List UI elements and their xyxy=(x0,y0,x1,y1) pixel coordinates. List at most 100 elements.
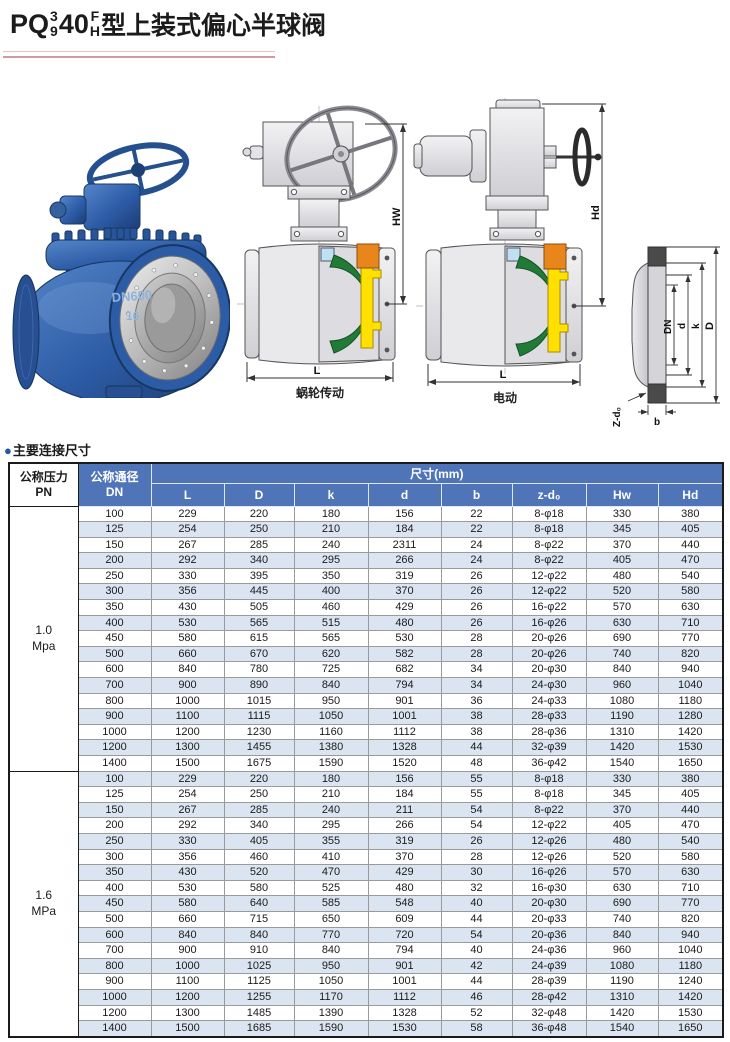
worm-handwheel xyxy=(284,105,398,203)
dim-cell: 52 xyxy=(440,1004,513,1022)
dim-cell: 1540 xyxy=(585,1020,659,1038)
dim-cell: 470 xyxy=(293,864,369,881)
dim-cell: 26 xyxy=(440,832,513,850)
dim-cell: 370 xyxy=(367,848,442,866)
table-row: 800 1000 1025 950 901 42 24-φ39 1080 1180 xyxy=(9,957,724,975)
title-stack-39: 3 9 xyxy=(50,8,58,39)
dim-cell: 480 xyxy=(585,832,659,850)
dim-cell: 266 xyxy=(367,552,442,569)
flange-body xyxy=(631,246,667,404)
dim-cell: 267 xyxy=(150,801,225,819)
dn-cell: 700 xyxy=(77,942,152,959)
dim-cell: 630 xyxy=(585,614,659,632)
dim-cell: 1328 xyxy=(367,1004,442,1022)
dim-cell: 1015 xyxy=(223,692,295,710)
worm-gland-orange xyxy=(356,243,380,269)
header-col-d: d xyxy=(367,482,442,507)
dn-cell: 150 xyxy=(77,536,152,554)
dim-cell: 405 xyxy=(585,552,659,569)
dim-cell: 940 xyxy=(657,661,724,679)
dim-cell: 950 xyxy=(293,692,369,710)
dim-cell: 1000 xyxy=(150,692,225,710)
table-row: 1200 1300 1485 1390 1328 52 32-φ48 1420 1530 xyxy=(9,1004,724,1022)
header-col-D: D xyxy=(223,482,295,507)
dim-cell: 580 xyxy=(657,848,724,866)
dim-cell: 1025 xyxy=(223,957,295,975)
dn-cell: 800 xyxy=(77,692,152,710)
dn-cell: 250 xyxy=(77,832,152,850)
electric-drive-drawing: Hd L 电动 xyxy=(413,98,606,405)
dim-cell: 840 xyxy=(150,926,225,944)
dim-cell: 285 xyxy=(223,801,295,819)
table-row: 350 430 520 470 429 30 16-φ26 570 630 xyxy=(9,864,724,881)
dim-cell: 36 xyxy=(440,692,513,710)
dim-cell: 24 xyxy=(440,552,513,569)
dim-cell: 210 xyxy=(293,521,369,538)
dn-cell: 100 xyxy=(77,770,152,788)
dim-cell: 520 xyxy=(585,583,659,601)
table-row: 600 840 780 725 682 34 20-φ30 840 940 xyxy=(9,661,724,679)
dim-cell: 1300 xyxy=(150,739,225,756)
dim-cell: 565 xyxy=(223,614,295,632)
dim-cell: 1500 xyxy=(150,1020,225,1038)
dim-cell: 840 xyxy=(293,942,369,959)
dim-cell: 1112 xyxy=(367,988,442,1006)
dim-cell: 345 xyxy=(585,521,659,538)
dim-cell: 28 xyxy=(440,848,513,866)
table-row: 350 430 505 460 429 26 16-φ22 570 630 xyxy=(9,599,724,616)
dimension-table-body: 1.0 Mpa 100 229 220 180 156 22 8-φ18 330 380 125 25… xyxy=(8,505,724,1038)
pressure-group-label: 1.6 MPa xyxy=(8,770,79,1038)
dim-cell: 20-φ30 xyxy=(511,661,587,679)
dim-cell: 720 xyxy=(367,926,442,944)
dn-cell: 900 xyxy=(77,708,152,725)
dn-cell: 125 xyxy=(77,786,152,803)
dim-cell: 580 xyxy=(223,879,295,897)
dim-cell: 1485 xyxy=(223,1004,295,1022)
dn-cell: 700 xyxy=(77,677,152,694)
dim-cell: 180 xyxy=(293,770,369,788)
dim-cell: 44 xyxy=(440,739,513,756)
dim-cell: 20-φ26 xyxy=(511,630,587,647)
dim-cell: 430 xyxy=(150,599,225,616)
dim-cell: 505 xyxy=(223,599,295,616)
dimension-table: 公称压力 PN 公称通径 DN 尺寸(mm) L D k d b z-d₀ Hw… xyxy=(8,462,725,1038)
flange-big-d-label: D xyxy=(704,322,716,330)
dim-cell: 8-φ22 xyxy=(511,801,587,819)
flange-dn-label: DN xyxy=(663,320,674,334)
dim-cell: 400 xyxy=(293,583,369,601)
dim-cell: 26 xyxy=(440,583,513,601)
dim-cell: 20-φ33 xyxy=(511,910,587,928)
section-header: ●主要连接尺寸 xyxy=(4,440,91,459)
dn-cell: 800 xyxy=(77,957,152,975)
table-row: 1.6 MPa 100 229 220 180 156 55 8-φ18 330 380 xyxy=(8,770,724,1038)
dim-cell: 22 xyxy=(440,505,513,523)
dim-cell: 540 xyxy=(657,567,724,585)
table-row: 250 330 405 355 319 26 12-φ26 480 540 xyxy=(9,832,724,850)
dim-cell: 54 xyxy=(440,817,513,834)
dim-cell: 960 xyxy=(585,677,659,694)
dim-cell: 1100 xyxy=(150,973,225,990)
dim-cell: 48 xyxy=(440,755,513,772)
dim-cell: 156 xyxy=(367,770,442,788)
dim-cell: 26 xyxy=(440,614,513,632)
dim-cell: 405 xyxy=(585,817,659,834)
dim-cell: 240 xyxy=(293,801,369,819)
dim-cell: 28 xyxy=(440,645,513,663)
dim-cell: 445 xyxy=(223,583,295,601)
dn-cell: 600 xyxy=(77,926,152,944)
dim-cell: 710 xyxy=(657,879,724,897)
dim-cell: 44 xyxy=(440,973,513,990)
table-row: 300 356 445 400 370 26 12-φ22 520 580 xyxy=(9,583,724,601)
dim-cell: 370 xyxy=(585,801,659,819)
dim-cell: 240 xyxy=(293,536,369,554)
dim-cell: 660 xyxy=(150,910,225,928)
dim-cell: 840 xyxy=(223,926,295,944)
dim-cell: 184 xyxy=(367,786,442,803)
dim-cell: 319 xyxy=(367,567,442,585)
dim-cell: 12-φ26 xyxy=(511,848,587,866)
dim-cell: 266 xyxy=(367,817,442,834)
dim-cell: 565 xyxy=(293,630,369,647)
dim-cell: 8-φ18 xyxy=(511,521,587,538)
table-row: 700 900 910 840 794 40 24-φ36 960 1040 xyxy=(9,942,724,959)
worm-valve-body xyxy=(244,243,396,365)
